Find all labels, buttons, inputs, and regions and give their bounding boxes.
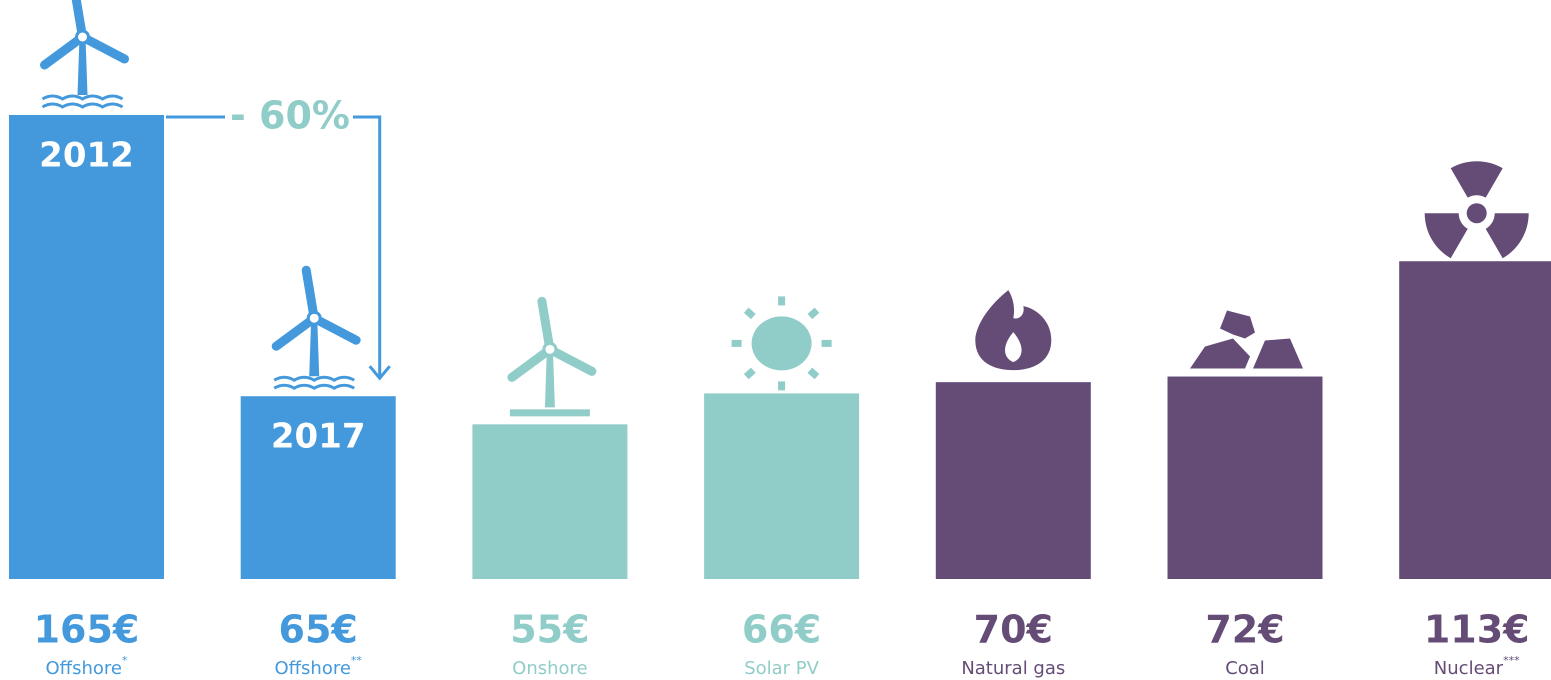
blade	[507, 344, 555, 382]
hub	[542, 341, 558, 357]
blade	[40, 32, 87, 70]
icon	[807, 367, 820, 380]
icon	[1450, 161, 1503, 198]
footnote-mark: ***	[1503, 654, 1520, 667]
reduction-arrow	[166, 115, 391, 381]
icon	[1466, 203, 1487, 224]
bar	[240, 396, 396, 579]
icon	[743, 307, 756, 320]
category-label: Offshore*	[46, 654, 128, 679]
blade	[301, 265, 319, 323]
wave	[273, 383, 355, 390]
blade	[545, 344, 597, 376]
value-label: 55€	[510, 608, 589, 652]
blade	[271, 313, 319, 351]
category-name: Solar PV	[744, 658, 819, 679]
wave	[41, 102, 124, 109]
base	[509, 409, 590, 417]
category-name: Nuclear	[1434, 658, 1504, 679]
bar-label: 2012	[39, 136, 134, 176]
category-label: Solar PV	[744, 658, 819, 679]
bar	[935, 382, 1091, 579]
category-name: Offshore	[46, 658, 122, 679]
value-label: 66€	[742, 608, 821, 652]
bar	[1167, 376, 1323, 579]
icon	[1485, 213, 1529, 259]
icon	[743, 367, 756, 380]
tower	[77, 37, 88, 95]
arrow-head	[368, 365, 391, 381]
hub	[75, 29, 90, 45]
icon	[1220, 310, 1255, 339]
bar	[9, 115, 164, 579]
icon	[751, 316, 812, 371]
arrow-line	[166, 115, 382, 377]
bar	[1399, 261, 1551, 579]
bar-label: 2017	[271, 417, 366, 457]
category-label: Offshore**	[274, 654, 362, 679]
blade	[537, 296, 555, 354]
wave	[273, 375, 355, 382]
icon	[507, 296, 597, 417]
bar	[472, 424, 628, 579]
category-name: Coal	[1225, 658, 1265, 679]
wave	[41, 94, 124, 101]
category-name: Onshore	[512, 658, 587, 679]
icon	[40, 0, 129, 109]
bar	[704, 393, 860, 579]
value-label: 65€	[279, 608, 358, 652]
icon	[975, 290, 1052, 371]
category-label: Natural gas	[961, 658, 1065, 679]
value-label: 165€	[34, 608, 140, 652]
icon	[1424, 213, 1468, 259]
value-label: 72€	[1205, 608, 1284, 652]
value-label: 70€	[974, 608, 1053, 652]
icon	[1253, 338, 1303, 369]
value-label: 113€	[1424, 608, 1530, 652]
blade	[309, 313, 361, 345]
footnote-mark: **	[351, 654, 363, 667]
footnote-mark: *	[122, 654, 128, 667]
tower	[309, 318, 320, 377]
blade	[71, 0, 87, 42]
category-label: Nuclear***	[1434, 654, 1520, 679]
category-name: Natural gas	[961, 658, 1065, 679]
icon	[807, 307, 820, 320]
category-label: Coal	[1225, 658, 1265, 679]
tower	[544, 349, 555, 408]
annotation: - 60%	[230, 94, 350, 138]
blade	[78, 32, 129, 64]
icon	[1190, 338, 1250, 369]
category-label: Onshore	[512, 658, 587, 679]
hub	[306, 310, 322, 326]
category-name: Offshore	[274, 658, 350, 679]
icon	[271, 265, 361, 390]
icon	[1005, 332, 1022, 363]
